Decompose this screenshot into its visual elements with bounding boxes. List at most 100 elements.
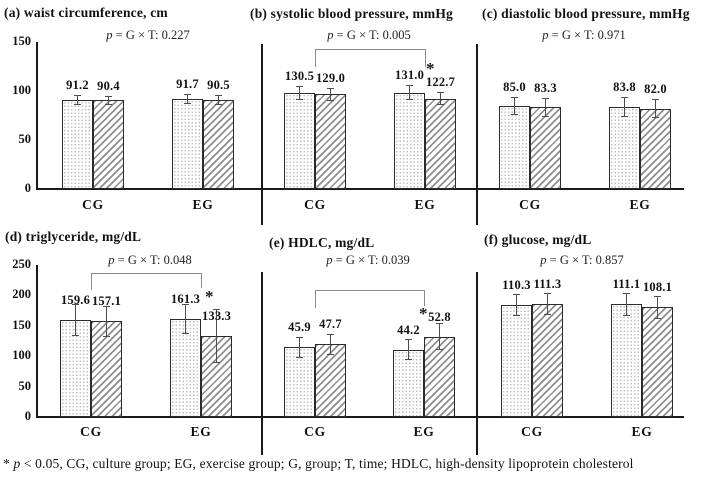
- ytick-a-0: 0: [24, 181, 31, 195]
- panel-divider-row1-2: [476, 44, 478, 225]
- value-d-eg-dotted: 161.3: [170, 291, 201, 306]
- errorbar-e-eg-hatched: [436, 323, 443, 351]
- bar-b-cg-dotted: [284, 93, 315, 189]
- bar-b-cg-hatched: [315, 94, 346, 189]
- xlabel-a-eg: EG: [192, 197, 214, 212]
- bar-e-eg-hatched: [424, 336, 455, 417]
- value-c-cg-dotted: 85.0: [503, 79, 526, 94]
- value-b-eg-dotted: 131.0: [394, 68, 425, 83]
- value-c-eg-hatched: 82.0: [644, 81, 667, 96]
- ytick-d-250: 250: [12, 257, 31, 271]
- footnote-star: *: [3, 456, 14, 471]
- footnote-text: < 0.05, CG, culture group; EG, exercise …: [20, 456, 634, 471]
- panel-divider-row1-1: [261, 44, 263, 225]
- errorbar-b-eg-dotted: [406, 85, 413, 101]
- sig-bracket-b-right: [425, 49, 426, 67]
- sig-bracket-d-left: [91, 273, 92, 290]
- value-a-cg-dotted: 91.2: [66, 77, 89, 92]
- errorbar-a-cg-dotted: [74, 94, 81, 105]
- value-e-cg-hatched: 47.7: [319, 317, 342, 332]
- ytick-d-50: 50: [18, 378, 32, 393]
- value-e-eg-dotted: 44.2: [397, 322, 420, 337]
- errorbar-f-cg-dotted: [513, 294, 520, 317]
- pvalue-p-symbol: p: [542, 28, 549, 42]
- x-axis-row-1: [36, 188, 684, 190]
- errorbar-f-cg-hatched: [544, 293, 551, 316]
- bar-c-cg-dotted: [499, 105, 530, 189]
- pvalue-text: = G × T: 0.857: [546, 253, 624, 267]
- errorbar-c-cg-hatched: [542, 97, 549, 118]
- errorbar-d-eg-hatched: [213, 309, 220, 363]
- sig-bracket-e-top: [315, 290, 424, 291]
- value-b-cg-dotted: 130.5: [284, 69, 315, 84]
- sig-bracket-d-top: [91, 273, 201, 274]
- value-c-cg-hatched: 83.3: [534, 80, 557, 95]
- bar-b-eg-hatched: [425, 98, 456, 189]
- bar-f-eg-hatched: [642, 307, 673, 417]
- x-axis-row-2: [36, 416, 684, 418]
- panel-e-pvalue: p = G × T: 0.039: [326, 253, 409, 268]
- bar-f-eg-dotted: [611, 304, 642, 417]
- ytick-a-100: 100: [12, 83, 31, 97]
- bar-a-cg-hatched: [93, 100, 124, 189]
- pvalue-p-symbol: p: [327, 28, 334, 42]
- panel-b-title: (b) systolic blood pressure, mmHg: [250, 6, 453, 21]
- errorbar-a-eg-dotted: [184, 94, 191, 105]
- errorbar-b-cg-dotted: [296, 86, 303, 100]
- value-d-cg-dotted: 159.6: [60, 292, 91, 307]
- footnote-p-symbol: p: [13, 456, 21, 471]
- pvalue-text: = G × T: 0.039: [332, 253, 410, 267]
- bar-c-cg-hatched: [530, 107, 561, 189]
- value-a-cg-hatched: 90.4: [97, 78, 120, 93]
- value-e-eg-hatched: 52.8: [428, 309, 451, 324]
- bar-d-cg-hatched: [91, 321, 122, 417]
- pvalue-text: = G × T: 0.048: [114, 253, 192, 267]
- value-d-cg-hatched: 157.1: [91, 294, 122, 309]
- bar-a-cg-dotted: [62, 99, 93, 189]
- panel-divider-row2-2: [476, 272, 478, 455]
- xlabel-c-cg: CG: [519, 197, 541, 212]
- sig-bracket-e-right: [424, 290, 425, 306]
- ytick-a-50: 50: [18, 132, 32, 146]
- errorbar-f-eg-hatched: [654, 296, 661, 319]
- errorbar-c-eg-dotted: [621, 97, 628, 117]
- xlabel-b-eg: EG: [414, 197, 436, 212]
- xlabel-e-eg: EG: [413, 424, 435, 439]
- value-e-cg-dotted: 45.9: [288, 320, 311, 335]
- bar-a-eg-hatched: [203, 100, 234, 189]
- sig-star-b: *: [426, 59, 435, 78]
- panel-a-pvalue: p = G × T: 0.227: [106, 28, 189, 43]
- ytick-d-200: 200: [12, 287, 31, 302]
- panel-d-pvalue: p = G × T: 0.048: [108, 253, 191, 268]
- panel-c-pvalue: p = G × T: 0.971: [542, 28, 625, 43]
- value-b-cg-hatched: 129.0: [315, 70, 346, 85]
- sig-bracket-b-left: [315, 49, 316, 67]
- bar-a-eg-dotted: [172, 99, 203, 189]
- errorbar-e-cg-hatched: [327, 333, 334, 356]
- xlabel-d-cg: CG: [80, 424, 102, 439]
- panel-b-pvalue: p = G × T: 0.005: [327, 28, 410, 43]
- panel-f-pvalue: p = G × T: 0.857: [540, 253, 623, 268]
- value-f-cg-hatched: 111.3: [533, 277, 562, 292]
- pvalue-text: = G × T: 0.227: [112, 28, 190, 42]
- errorbar-d-eg-dotted: [182, 303, 189, 335]
- bar-c-eg-hatched: [640, 108, 671, 189]
- y-axis-d: [36, 265, 38, 418]
- value-d-eg-hatched: 133.3: [201, 308, 232, 323]
- sig-bracket-e-left: [315, 290, 316, 308]
- xlabel-c-eg: EG: [629, 197, 651, 212]
- errorbar-c-cg-dotted: [511, 96, 518, 115]
- ytick-d-150: 150: [12, 317, 31, 332]
- bar-f-cg-dotted: [501, 305, 532, 417]
- xlabel-e-cg: CG: [304, 424, 326, 439]
- pvalue-text: = G × T: 0.971: [548, 28, 626, 42]
- errorbar-a-eg-hatched: [215, 95, 222, 106]
- value-a-eg-hatched: 90.5: [207, 78, 230, 93]
- xlabel-b-cg: CG: [304, 197, 326, 212]
- ytick-d-0: 0: [24, 409, 31, 423]
- footnote: * p < 0.05, CG, culture group; EG, exerc…: [3, 456, 634, 472]
- errorbar-c-eg-hatched: [652, 98, 659, 119]
- bar-b-eg-dotted: [394, 92, 425, 189]
- sig-bracket-d-right: [201, 273, 202, 288]
- ytick-d-100: 100: [12, 348, 31, 363]
